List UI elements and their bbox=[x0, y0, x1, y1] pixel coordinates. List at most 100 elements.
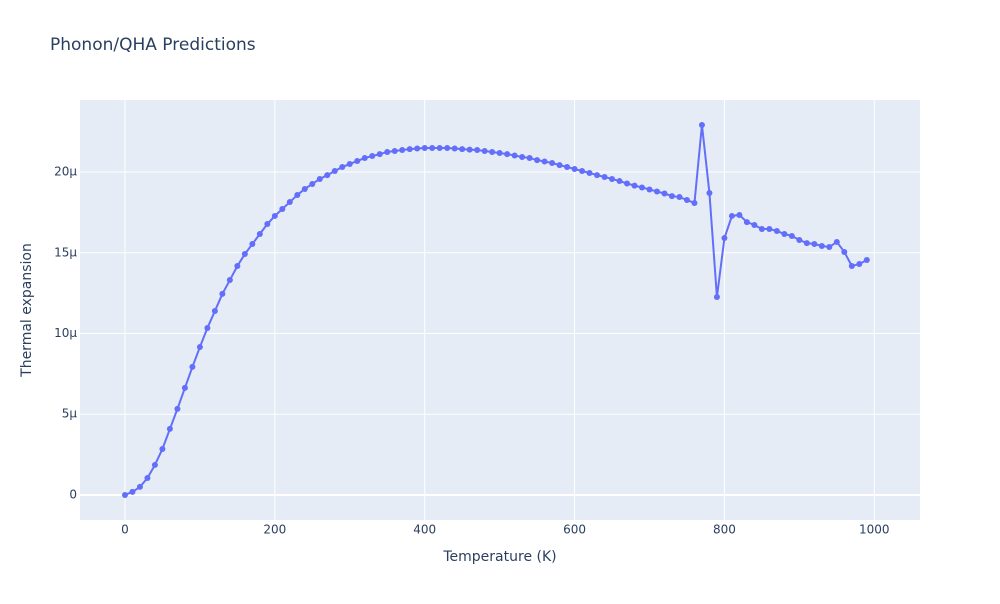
chart-title: Phonon/QHA Predictions bbox=[50, 35, 256, 55]
y-axis-title: Thermal expansion bbox=[19, 243, 35, 378]
marker bbox=[346, 160, 353, 167]
marker bbox=[226, 277, 233, 284]
marker bbox=[773, 227, 780, 234]
marker bbox=[211, 308, 218, 315]
marker bbox=[624, 180, 631, 187]
marker bbox=[436, 144, 443, 151]
marker bbox=[796, 237, 803, 243]
marker bbox=[511, 152, 518, 159]
marker bbox=[256, 231, 263, 238]
y-tick-label: 20µ bbox=[54, 165, 77, 179]
x-tick-label: 200 bbox=[263, 523, 286, 537]
marker bbox=[271, 212, 278, 219]
plot-area bbox=[80, 100, 920, 520]
marker bbox=[204, 325, 211, 332]
x-tick-label: 1000 bbox=[859, 523, 890, 537]
marker bbox=[803, 240, 810, 247]
marker bbox=[526, 154, 533, 161]
marker bbox=[369, 153, 376, 160]
marker bbox=[219, 290, 226, 297]
x-tick-label: 400 bbox=[413, 523, 436, 537]
marker bbox=[638, 184, 645, 191]
marker bbox=[781, 231, 788, 238]
marker bbox=[579, 168, 586, 175]
marker bbox=[728, 212, 735, 219]
y-tick-label: 5µ bbox=[62, 407, 78, 421]
line bbox=[124, 124, 868, 496]
marker bbox=[661, 190, 668, 197]
marker bbox=[556, 162, 563, 169]
marker bbox=[151, 461, 158, 468]
marker bbox=[249, 241, 256, 248]
marker bbox=[466, 146, 473, 153]
marker bbox=[713, 294, 720, 301]
marker bbox=[766, 226, 773, 233]
marker bbox=[481, 148, 488, 155]
marker bbox=[736, 211, 743, 218]
marker bbox=[444, 144, 451, 151]
marker bbox=[504, 151, 511, 158]
marker bbox=[706, 190, 713, 197]
marker bbox=[181, 384, 188, 391]
marker bbox=[451, 145, 458, 152]
marker bbox=[241, 251, 248, 258]
marker bbox=[429, 144, 436, 151]
marker bbox=[691, 200, 698, 207]
marker bbox=[496, 149, 503, 156]
marker bbox=[159, 445, 166, 452]
marker bbox=[668, 193, 675, 200]
marker bbox=[683, 196, 690, 203]
marker bbox=[721, 235, 728, 242]
marker bbox=[331, 168, 338, 175]
marker bbox=[541, 158, 548, 165]
marker bbox=[788, 232, 795, 239]
marker bbox=[586, 169, 593, 176]
marker bbox=[324, 172, 331, 179]
marker bbox=[264, 221, 271, 228]
marker bbox=[301, 185, 308, 192]
marker bbox=[406, 146, 413, 153]
marker bbox=[339, 164, 346, 171]
x-tick-label: 600 bbox=[563, 523, 586, 537]
marker bbox=[294, 191, 301, 198]
marker bbox=[751, 221, 758, 228]
marker bbox=[136, 483, 143, 490]
marker bbox=[564, 164, 571, 171]
x-axis-title: Temperature (K) bbox=[442, 549, 556, 565]
marker bbox=[616, 178, 623, 185]
marker bbox=[421, 144, 428, 151]
marker bbox=[856, 261, 863, 268]
marker bbox=[384, 148, 391, 155]
marker bbox=[646, 186, 653, 193]
marker bbox=[414, 145, 421, 152]
x-tick-label: 0 bbox=[121, 523, 129, 537]
marker bbox=[833, 238, 840, 245]
marker bbox=[743, 219, 750, 226]
marker bbox=[601, 174, 608, 181]
marker bbox=[174, 405, 181, 412]
marker bbox=[698, 122, 705, 129]
marker bbox=[361, 154, 368, 161]
marker bbox=[519, 154, 526, 161]
marker bbox=[459, 146, 466, 153]
marker bbox=[234, 262, 241, 269]
marker bbox=[279, 205, 286, 212]
marker bbox=[676, 194, 683, 201]
marker bbox=[818, 242, 825, 249]
marker bbox=[848, 262, 855, 269]
y-tick-label: 15µ bbox=[54, 245, 77, 259]
y-tick-label: 10µ bbox=[54, 326, 77, 340]
x-tick-label: 800 bbox=[713, 523, 736, 537]
marker bbox=[286, 199, 293, 206]
marker bbox=[653, 188, 660, 195]
marker bbox=[399, 147, 406, 154]
marker bbox=[316, 175, 323, 182]
marker bbox=[166, 425, 173, 432]
marker bbox=[354, 158, 361, 165]
marker bbox=[309, 180, 316, 187]
marker bbox=[129, 488, 136, 495]
marker bbox=[594, 172, 601, 179]
marker bbox=[841, 248, 848, 255]
marker bbox=[826, 243, 833, 250]
